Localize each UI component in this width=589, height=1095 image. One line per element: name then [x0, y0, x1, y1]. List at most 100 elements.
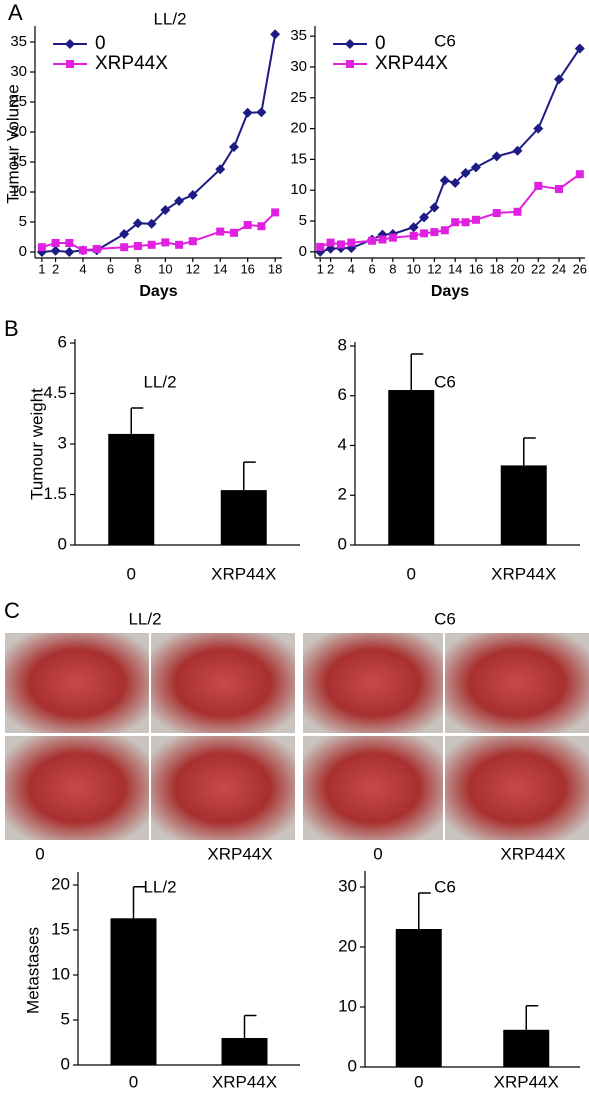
x-tick-label: 24 — [552, 261, 566, 276]
x-tick-label: 2 — [52, 261, 59, 276]
error-bar — [243, 1014, 257, 1038]
bar — [500, 465, 547, 545]
photo-title: C6 — [434, 609, 456, 628]
marker — [271, 208, 280, 217]
y-tick-label: 35 — [10, 33, 27, 50]
chart-title: C6 — [434, 31, 456, 50]
error-bar — [132, 886, 146, 919]
marker — [574, 43, 585, 54]
x-tick-label: 14 — [213, 261, 227, 276]
x-tick-label: 6 — [107, 261, 114, 276]
y-tick-label: 1.5 — [43, 484, 67, 503]
marker — [92, 245, 101, 253]
marker — [555, 184, 564, 193]
x-tick-label: 14 — [448, 261, 462, 276]
chart-title: LL/2 — [153, 9, 186, 28]
y-tick-label: 15 — [10, 153, 27, 170]
marker — [188, 237, 197, 246]
marker — [119, 229, 130, 239]
y-axis-label: Tumour weight — [27, 388, 46, 500]
x-tick-label: 18 — [268, 261, 282, 276]
y-tick-label: 5 — [61, 1009, 70, 1028]
photo-title: LL/2 — [128, 609, 161, 628]
marker — [133, 242, 142, 250]
bar — [110, 918, 157, 1065]
marker — [439, 175, 450, 186]
x-tick-label: XRP44X — [491, 564, 556, 583]
y-tick-label: 30 — [338, 876, 357, 895]
y-tick-label: 10 — [10, 183, 27, 200]
marker — [326, 238, 335, 247]
error-bar — [410, 353, 424, 391]
y-axis-label: Tumour Volume — [3, 84, 22, 203]
marker — [440, 226, 449, 235]
y-tick-label: 30 — [290, 58, 307, 75]
x-tick-label: 0 — [129, 1072, 138, 1091]
y-tick-label: 15 — [51, 919, 70, 938]
photo-caption: 0 — [373, 844, 382, 863]
y-tick-label: 6 — [338, 385, 347, 404]
series-line — [41, 211, 276, 252]
photo — [445, 633, 589, 733]
legend-marker — [66, 60, 74, 68]
marker — [316, 242, 325, 251]
marker — [491, 151, 502, 162]
x-tick-label: 1 — [38, 261, 45, 276]
marker — [51, 239, 60, 247]
x-tick-label: 0 — [407, 564, 416, 583]
marker — [242, 107, 253, 118]
y-axis-label: Metastases — [23, 927, 42, 1014]
error-bar — [418, 892, 431, 929]
marker — [161, 238, 170, 247]
marker — [470, 162, 481, 173]
marker — [429, 202, 440, 213]
panel-label: A — [8, 0, 23, 25]
x-tick-label: XRP44X — [212, 1072, 277, 1091]
x-tick-label: 16 — [240, 261, 254, 276]
marker — [228, 142, 239, 152]
marker — [513, 207, 522, 216]
x-tick-label: 12 — [427, 261, 441, 276]
marker — [534, 181, 543, 190]
marker — [229, 228, 238, 237]
legend-label: XRP44X — [95, 53, 168, 74]
y-tick-label: 30 — [10, 63, 27, 80]
photo — [303, 633, 443, 733]
photo — [303, 736, 443, 840]
y-tick-label: 3 — [58, 433, 67, 452]
marker — [243, 221, 252, 229]
y-tick-label: 25 — [10, 93, 27, 110]
y-tick-label: 20 — [338, 936, 357, 955]
x-axis-label: Days — [139, 283, 177, 300]
x-tick-label: 26 — [573, 261, 587, 276]
bar — [395, 929, 442, 1067]
photo — [445, 736, 589, 840]
x-tick-label: 4 — [79, 261, 86, 276]
panel-label: C — [4, 598, 20, 623]
x-tick-label: 8 — [134, 261, 141, 276]
x-tick-label: 4 — [348, 261, 355, 276]
x-tick-label: 20 — [510, 261, 524, 276]
marker — [450, 177, 461, 188]
marker — [147, 240, 156, 249]
photo-caption: XRP44X — [207, 844, 272, 863]
y-tick-label: 20 — [10, 123, 27, 140]
x-tick-label: 18 — [489, 261, 503, 276]
y-tick-label: 10 — [51, 964, 70, 983]
y-tick-label: 4.5 — [43, 383, 67, 402]
bar — [220, 490, 267, 545]
y-tick-label: 10 — [290, 181, 307, 198]
y-tick-label: 5 — [19, 213, 27, 230]
marker — [533, 123, 544, 134]
marker — [430, 228, 439, 237]
marker — [451, 218, 460, 227]
marker — [512, 145, 523, 156]
photo — [151, 633, 295, 733]
marker — [160, 205, 171, 215]
marker — [408, 222, 419, 233]
photo-caption: 0 — [35, 844, 44, 863]
bar — [221, 1038, 268, 1065]
marker — [37, 243, 46, 252]
